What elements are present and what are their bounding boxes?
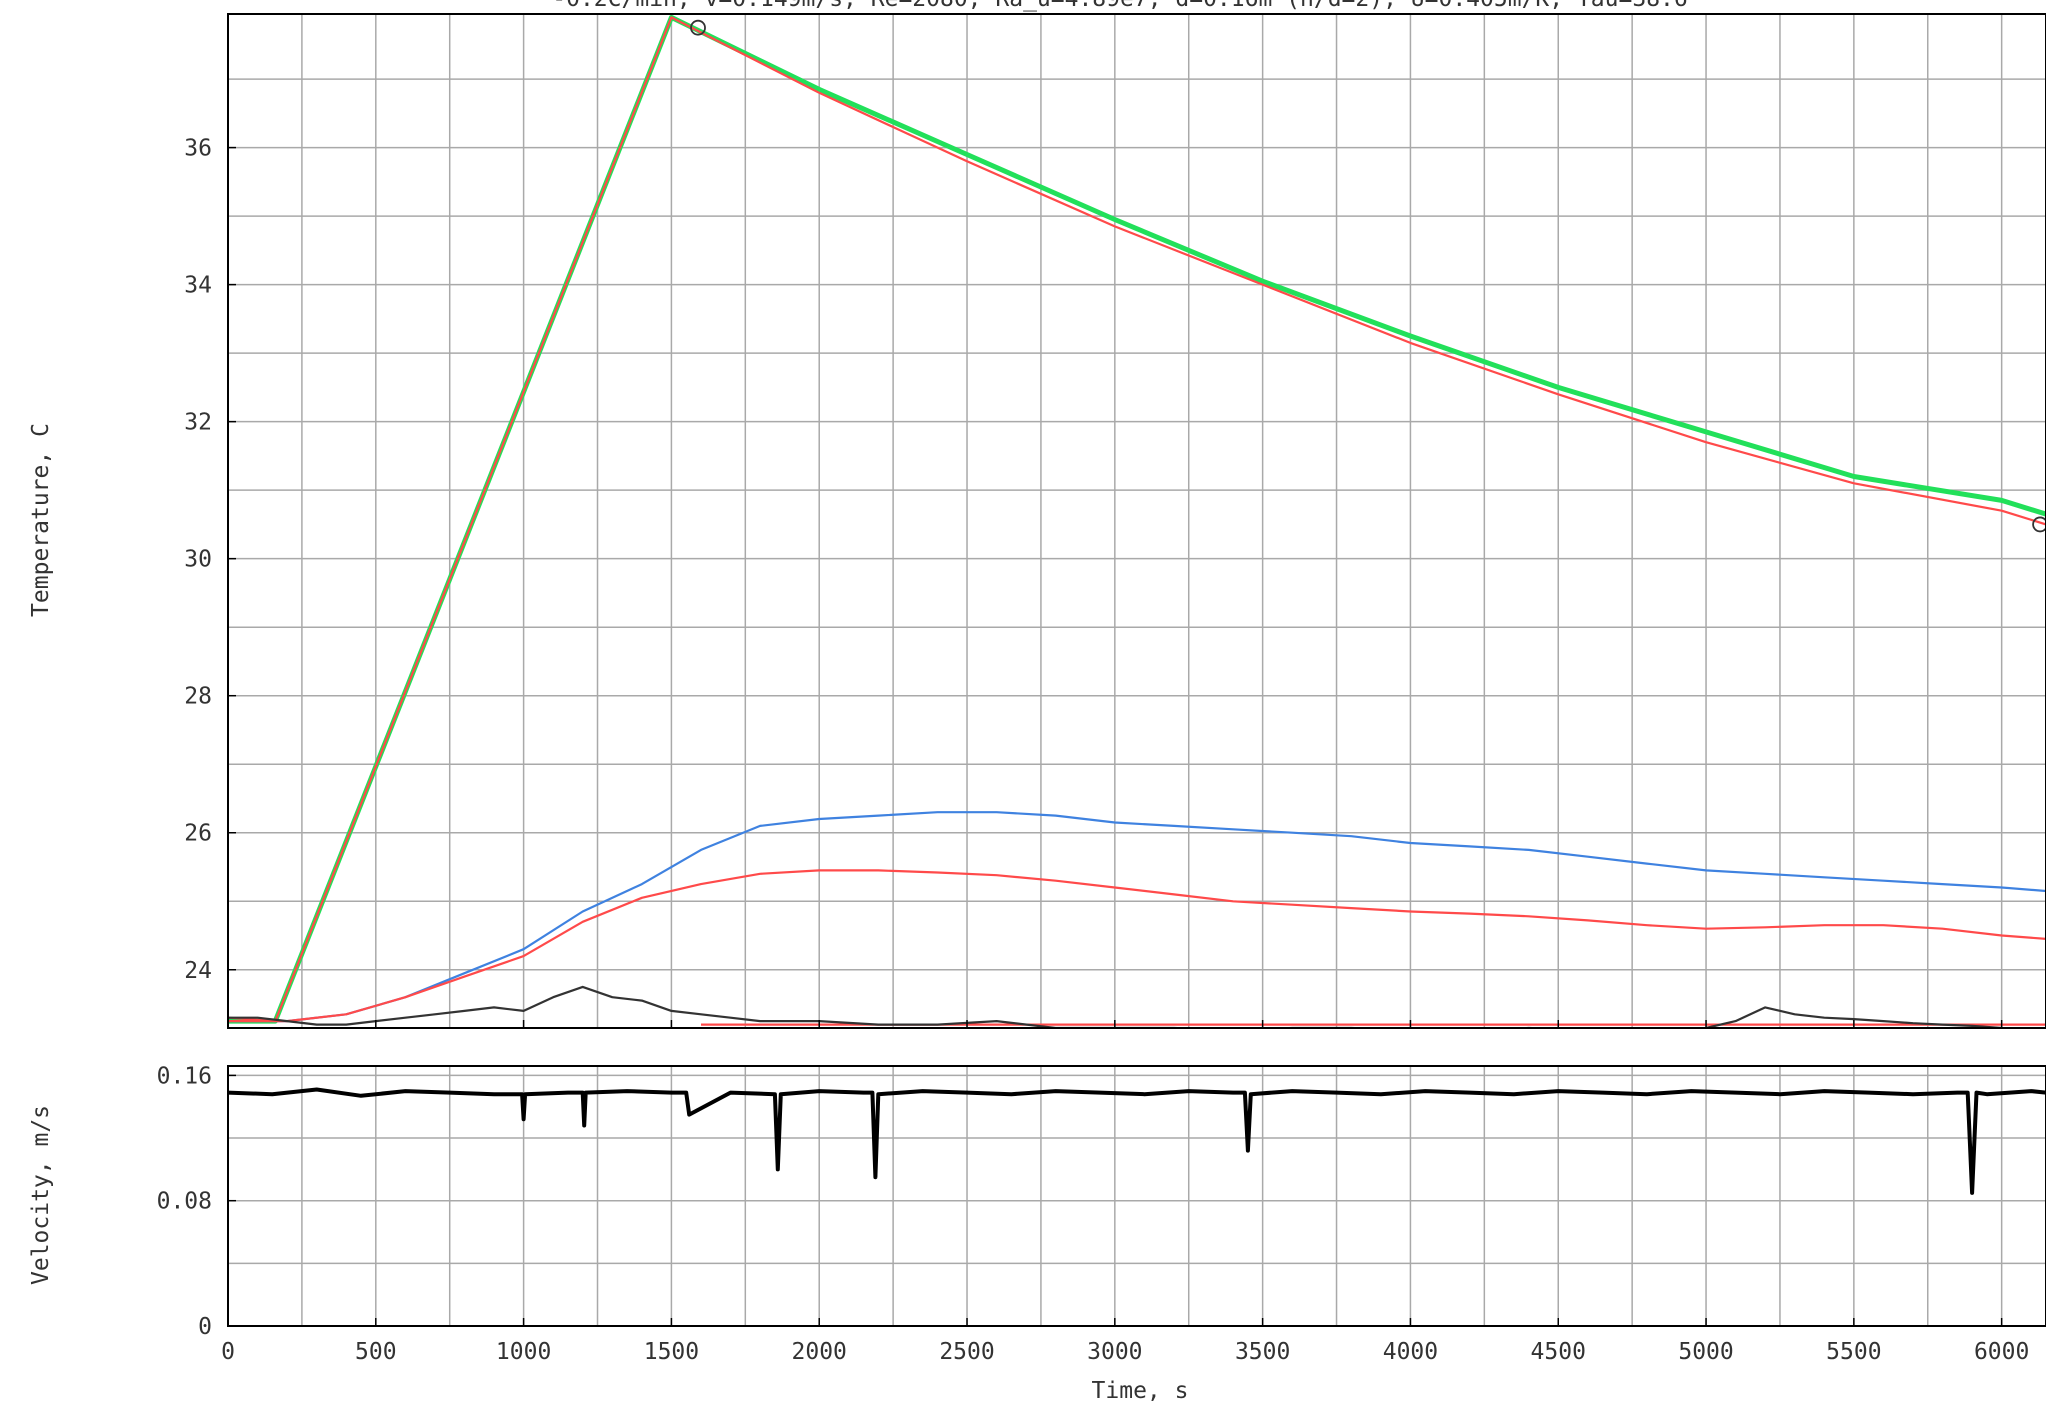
temperature-series-line-0	[228, 14, 2046, 1024]
temperature-ytick-label: 26	[184, 821, 212, 847]
velocity-xtick-label: 1500	[644, 1339, 699, 1365]
temperature-plot-frame	[227, 13, 2046, 1029]
temperature-ytick-label: 34	[184, 273, 212, 299]
tick-layer	[227, 146, 2003, 1327]
velocity-xtick-label: 3000	[1087, 1339, 1142, 1365]
velocity-ytick-label: 0.16	[157, 1063, 212, 1089]
velocity-series-line-0	[228, 1087, 2046, 1195]
temperature-marker-0	[690, 19, 706, 36]
time-axis-label: Time, s	[1092, 1378, 1189, 1403]
temperature-ytick-label: 30	[184, 547, 212, 573]
chart-title: -0.2C/min, v=0.149m/s, Re=2080, Ra_u=4.8…	[552, 0, 1687, 12]
temperature-ytick-label: 24	[184, 958, 212, 984]
temperature-axis-label: Temperature, C	[28, 423, 54, 617]
velocity-xtick-label: 4000	[1383, 1339, 1438, 1365]
velocity-ytick-label: 0	[198, 1314, 212, 1340]
velocity-ytick-label: 0.08	[157, 1189, 212, 1215]
velocity-xtick-label: 2500	[939, 1339, 994, 1365]
velocity-xtick-label: 2000	[792, 1339, 847, 1365]
velocity-xtick-label: 500	[355, 1339, 397, 1365]
frame-layer	[227, 13, 2046, 1327]
temperature-series-line-5	[228, 985, 2025, 1028]
temperature-marker-1	[2032, 516, 2046, 533]
velocity-xtick-label: 6000	[1974, 1339, 2029, 1365]
velocity-xtick-label: 5500	[1826, 1339, 1881, 1365]
velocity-axis-label: Velocity, m/s	[28, 1105, 54, 1285]
velocity-xtick-label: 3500	[1235, 1339, 1290, 1365]
grid-layer	[227, 14, 2046, 1327]
temperature-ytick-label: 36	[184, 136, 212, 162]
temperature-series-line-1	[228, 16, 2046, 1023]
velocity-xtick-label: 1000	[496, 1339, 551, 1365]
label-layer: -0.2C/min, v=0.149m/s, Re=2080, Ra_u=4.8…	[28, 0, 2029, 1404]
series-layer	[228, 14, 2046, 1195]
temperature-series-line-3	[228, 869, 2046, 1023]
temperature-ytick-label: 28	[184, 684, 212, 710]
velocity-plot-frame	[227, 1065, 2046, 1327]
velocity-xtick-label: 0	[221, 1339, 235, 1365]
velocity-xtick-label: 4500	[1531, 1339, 1586, 1365]
temperature-ytick-label: 32	[184, 410, 212, 436]
velocity-xtick-label: 5000	[1678, 1339, 1733, 1365]
temperature-series-line-2	[228, 811, 2046, 1023]
